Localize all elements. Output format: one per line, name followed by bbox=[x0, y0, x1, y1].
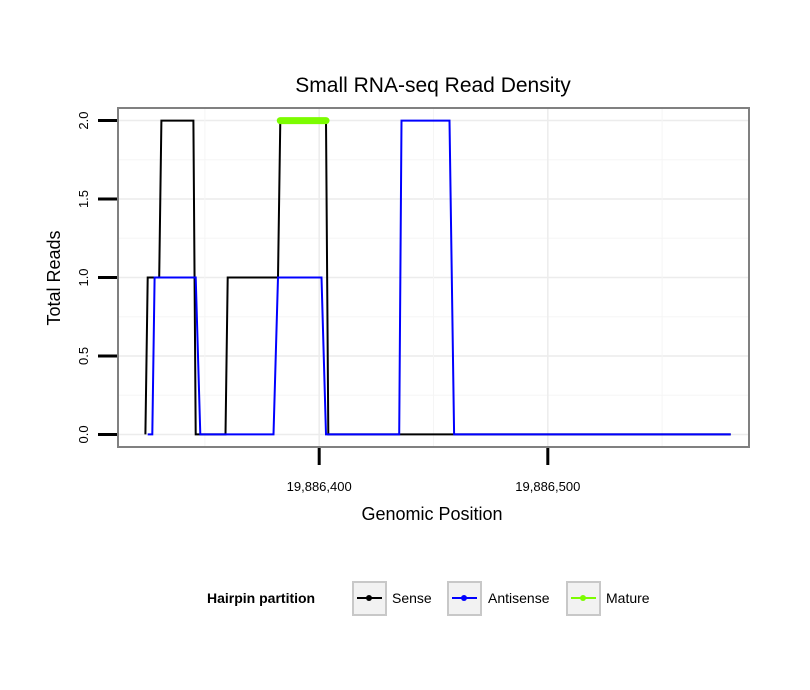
y-tick-label-1-5: 1.5 bbox=[76, 190, 91, 208]
legend-dot-antisense bbox=[461, 595, 467, 601]
y-tick-label-0-5: 0.5 bbox=[76, 347, 91, 365]
x-tick-label-19-886-400: 19,886,400 bbox=[287, 479, 352, 494]
legend-label-antisense: Antisense bbox=[488, 590, 550, 606]
legend-label-mature: Mature bbox=[606, 590, 650, 606]
x-tick-label-19-886-500: 19,886,500 bbox=[515, 479, 580, 494]
legend-dot-mature bbox=[580, 595, 586, 601]
y-tick-label-2-0: 2.0 bbox=[76, 112, 91, 130]
data-series bbox=[144, 117, 731, 436]
legend-dot-sense bbox=[366, 595, 372, 601]
legend-entry-mature: Mature bbox=[566, 581, 650, 616]
plot-panel bbox=[117, 107, 750, 448]
legend-label-sense: Sense bbox=[392, 590, 432, 606]
legend: Hairpin partition Sense Antisense Mature bbox=[207, 581, 650, 616]
x-axis: 19,886,400 19,886,500 bbox=[287, 448, 580, 494]
y-axis: 0.0 0.5 1.0 1.5 2.0 bbox=[76, 112, 117, 443]
y-tick-label-0-0: 0.0 bbox=[76, 425, 91, 443]
x-axis-label: Genomic Position bbox=[361, 504, 502, 524]
plot-border bbox=[117, 107, 750, 448]
chart-title: Small RNA-seq Read Density bbox=[295, 74, 571, 97]
y-tick-label-1-0: 1.0 bbox=[76, 268, 91, 286]
legend-entry-antisense: Antisense bbox=[447, 581, 550, 616]
series-line-antisense bbox=[147, 119, 731, 436]
legend-title: Hairpin partition bbox=[207, 590, 315, 606]
y-axis-label: Total Reads bbox=[44, 230, 64, 325]
legend-entry-sense: Sense bbox=[352, 581, 432, 616]
